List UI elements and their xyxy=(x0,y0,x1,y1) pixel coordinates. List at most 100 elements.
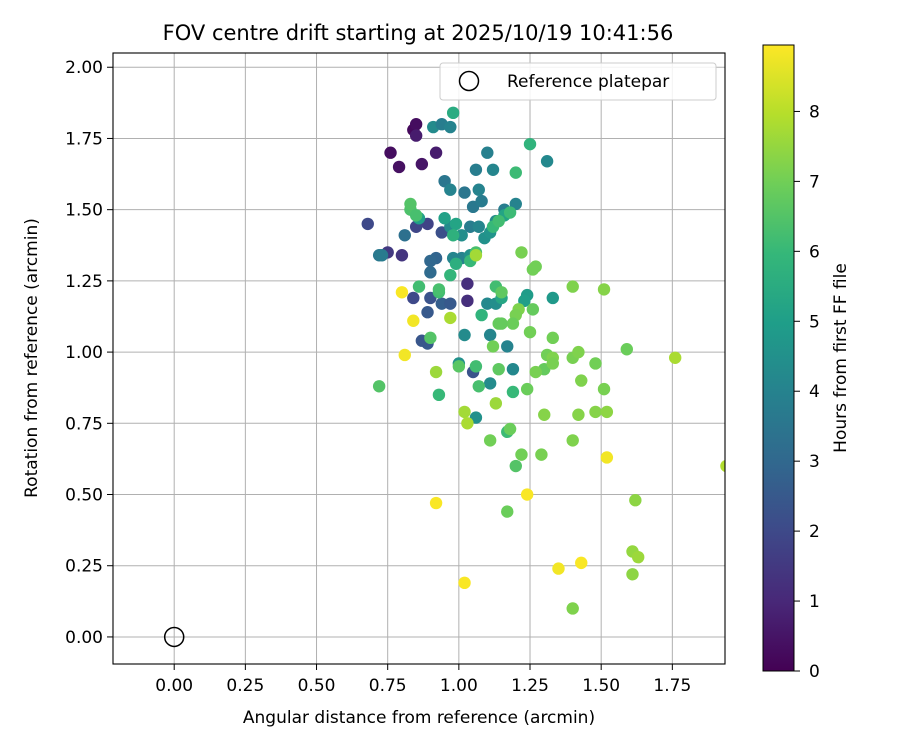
colorbar-tick-label: 4 xyxy=(809,382,820,402)
colorbar-tick-label: 6 xyxy=(809,242,820,262)
scatter-point xyxy=(620,343,633,356)
x-tick-label: 0.75 xyxy=(369,676,407,696)
colorbar-tick-label: 0 xyxy=(809,662,820,682)
scatter-point xyxy=(597,283,611,296)
y-tick-label: 0.00 xyxy=(65,628,103,648)
scatter-point xyxy=(529,260,542,273)
scatter-point xyxy=(375,249,389,262)
colorbar-tick-label: 7 xyxy=(809,172,820,192)
scatter-point xyxy=(668,351,682,364)
scatter-point xyxy=(506,317,520,330)
scatter-point xyxy=(438,212,451,225)
scatter-point xyxy=(469,360,483,373)
scatter-point xyxy=(429,146,443,159)
scatter-point xyxy=(575,556,588,570)
scatter-point xyxy=(444,120,457,134)
plot-frame xyxy=(112,52,726,665)
scatter-point xyxy=(575,374,588,387)
scatter-point xyxy=(486,340,500,353)
colorbar-tick-label: 2 xyxy=(809,522,820,542)
scatter-point xyxy=(372,380,386,393)
legend-reference-marker xyxy=(458,70,480,92)
scatter-point xyxy=(409,209,423,222)
y-tick-label: 0.25 xyxy=(65,557,103,577)
scatter-point xyxy=(475,194,488,208)
legend: Reference platepar xyxy=(439,62,717,101)
y-tick-label: 2.00 xyxy=(65,58,103,78)
x-tick-label: 1.50 xyxy=(582,676,620,696)
colorbar-tick-label: 1 xyxy=(809,592,820,612)
scatter-point xyxy=(395,286,409,299)
scatter-point xyxy=(720,459,725,473)
scatter-point xyxy=(409,118,423,131)
scatter-point xyxy=(538,408,551,421)
scatter-point xyxy=(529,365,542,379)
scatter-point xyxy=(384,146,397,159)
scatter-point xyxy=(452,360,466,373)
colorbar-label: Hours from first FF file xyxy=(831,263,851,453)
scatter-point xyxy=(444,183,457,196)
x-tick-label: 0.25 xyxy=(226,676,264,696)
scatter-point xyxy=(475,308,488,322)
scatter-point xyxy=(421,306,434,319)
reference-platepar-marker xyxy=(163,626,185,648)
scatter-point xyxy=(501,340,514,353)
scatter-point xyxy=(501,505,514,518)
scatter-point xyxy=(449,217,463,231)
scatter-point xyxy=(515,448,528,461)
scatter-point xyxy=(566,280,579,293)
scatter-point xyxy=(481,146,494,159)
scatter-point xyxy=(455,229,468,242)
scatter-points xyxy=(361,106,725,615)
scatter-point xyxy=(409,129,423,142)
scatter-point xyxy=(552,562,565,575)
scatter-point xyxy=(526,303,540,316)
scatter-point xyxy=(546,291,559,305)
scatter-point xyxy=(398,229,411,242)
scatter-point xyxy=(472,220,485,233)
scatter-point xyxy=(503,206,517,219)
scatter-point xyxy=(407,291,420,305)
scatter-point xyxy=(398,348,411,362)
scatter-point xyxy=(572,408,585,421)
scatter-point xyxy=(515,246,528,259)
scatter-point xyxy=(483,377,497,390)
x-tick-label: 0.00 xyxy=(155,676,193,696)
scatter-point xyxy=(404,197,417,211)
scatter-point xyxy=(469,163,483,176)
x-tick-label: 1.75 xyxy=(653,676,691,696)
colorbar-tick-label: 5 xyxy=(809,312,820,332)
scatter-point xyxy=(424,331,437,345)
chart-title: FOV centre drift starting at 2025/10/19 … xyxy=(163,21,674,45)
scatter-point xyxy=(489,397,503,410)
scatter-point xyxy=(481,297,494,310)
scatter-point xyxy=(597,382,611,396)
scatter-point xyxy=(509,166,522,179)
colorbar-gradient xyxy=(762,44,795,672)
scatter-point xyxy=(631,550,645,564)
scatter-point xyxy=(424,266,437,279)
plot-area xyxy=(113,53,725,664)
x-axis-ticks: 0.00 0.25 0.50 0.75 1.00 1.25 1.50 1.75 xyxy=(155,664,691,696)
scatter-point xyxy=(523,325,537,339)
y-tick-label: 1.50 xyxy=(65,201,103,221)
scatter-point xyxy=(495,317,508,330)
y-axis-ticks: 0.00 0.25 0.50 0.75 1.00 1.25 1.50 1.75 2.00 xyxy=(65,58,113,648)
scatter-point xyxy=(566,602,579,615)
scatter-point xyxy=(458,328,471,342)
scatter-point xyxy=(461,417,474,430)
scatter-point xyxy=(361,217,374,231)
scatter-point xyxy=(429,365,443,379)
scatter-point xyxy=(506,362,520,376)
scatter-point xyxy=(509,459,522,473)
scatter-point xyxy=(412,280,426,293)
scatter-point xyxy=(600,451,614,464)
scatter-point xyxy=(472,183,485,196)
scatter-point xyxy=(424,254,437,268)
legend-label: Reference platepar xyxy=(507,72,669,92)
scatter-point xyxy=(589,405,602,419)
scatter-point xyxy=(520,488,534,501)
scatter-point xyxy=(483,328,497,342)
scatter-point xyxy=(600,405,614,419)
